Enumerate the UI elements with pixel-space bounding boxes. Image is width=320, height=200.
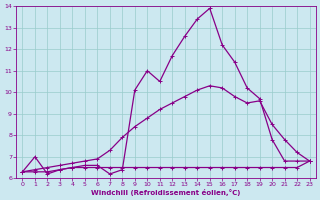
X-axis label: Windchill (Refroidissement éolien,°C): Windchill (Refroidissement éolien,°C) bbox=[91, 189, 241, 196]
